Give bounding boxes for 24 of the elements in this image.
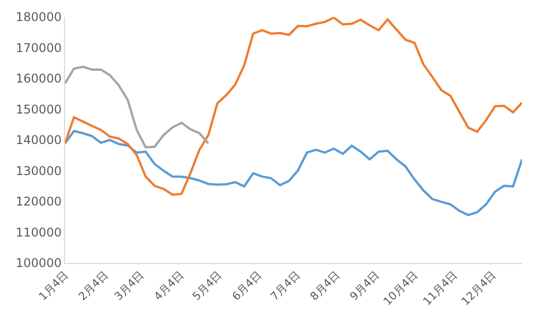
y-tick-label: 110000 <box>16 225 62 240</box>
x-tick-label: 8月4日 <box>308 268 342 304</box>
line-series <box>65 17 522 196</box>
y-tick-label: 140000 <box>16 133 62 148</box>
y-tick-label: 160000 <box>16 72 62 86</box>
x-tick-label: 10月4日 <box>380 268 420 308</box>
line-series <box>65 130 522 216</box>
y-tick-label: 130000 <box>16 164 62 178</box>
x-tick-label: 9月4日 <box>347 268 382 304</box>
line-series <box>65 66 210 149</box>
x-tick-label: 2月4日 <box>76 268 111 304</box>
x-tick-label: 7月4日 <box>268 268 303 304</box>
y-tick-label: 150000 <box>16 102 62 116</box>
y-tick-label: 180000 <box>16 10 62 24</box>
x-tick-label: 6月4日 <box>230 268 264 304</box>
y-tick-label: 100000 <box>16 256 62 270</box>
x-tick-label: 5月4日 <box>190 268 225 304</box>
y-tick-label: 170000 <box>16 40 62 55</box>
x-tick-label: 11月4日 <box>420 268 460 308</box>
x-tick-label: 1月4日 <box>36 268 72 304</box>
x-tick-label: 3月4日 <box>112 268 147 304</box>
x-tick-label: 12月4日 <box>458 268 499 308</box>
x-tick-label: 4月4日 <box>152 268 186 304</box>
y-tick-label: 120000 <box>16 194 62 209</box>
